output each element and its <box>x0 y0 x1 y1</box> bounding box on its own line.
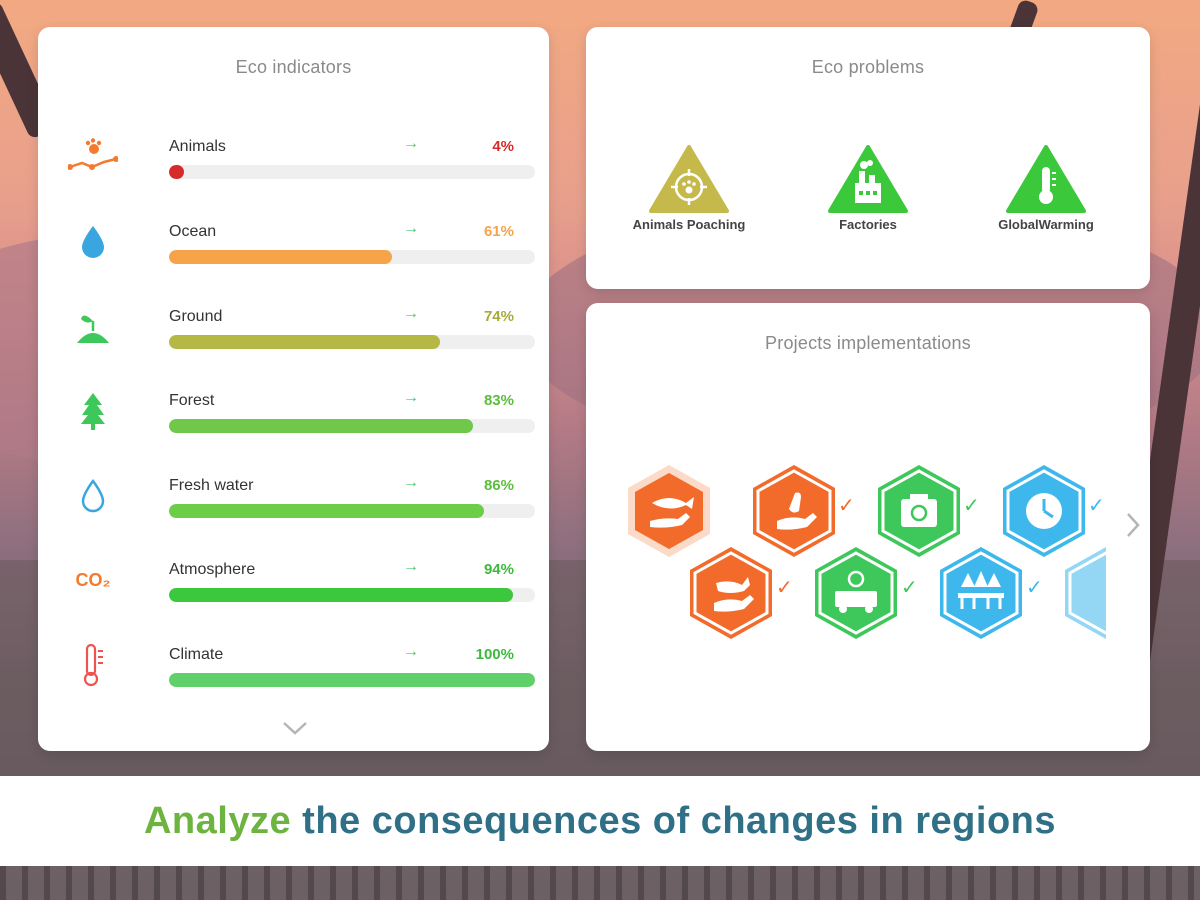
problem-label: Factories <box>839 217 897 232</box>
chevron-right-icon[interactable] <box>1124 511 1142 544</box>
indicator-label: Ground <box>169 308 223 325</box>
indicator-value: 61% <box>483 223 514 240</box>
indicator-bar-fill <box>169 335 440 349</box>
problem-label: Animals Poaching <box>632 217 746 232</box>
project-recycle-box[interactable] <box>874 463 964 564</box>
project-stag-hand[interactable] <box>686 545 776 646</box>
indicator-row-animals[interactable]: Animals → 4% <box>68 135 538 195</box>
indicator-value: 94% <box>483 561 514 578</box>
indicator-label: Ocean <box>169 223 217 240</box>
indicator-label: Climate <box>169 646 224 663</box>
indicator-label: Fresh water <box>169 477 254 494</box>
indicator-row-fresh-water[interactable]: Fresh water → 86% <box>68 474 538 534</box>
sprout-icon <box>68 305 118 349</box>
completed-check-icon: ✓ <box>1026 577 1043 599</box>
project-clock-globe[interactable] <box>999 463 1089 564</box>
indicator-row-atmosphere[interactable]: CO₂ Atmosphere → 94% <box>68 558 538 618</box>
projects-implementations-panel: Projects implementations ✓ <box>586 303 1150 751</box>
indicator-row-forest[interactable]: Forest → 83% <box>68 389 538 449</box>
completed-check-icon: ✓ <box>901 577 918 599</box>
project-recycle-truck[interactable] <box>811 545 901 646</box>
water-drop-icon <box>68 220 118 264</box>
indicator-row-ground[interactable]: Ground → 74% <box>68 305 538 365</box>
chevron-down-icon[interactable] <box>281 719 309 742</box>
poaching-target-icon <box>649 145 729 213</box>
project-hex-grid: ✓ ✓ ✓ <box>616 453 1106 653</box>
indicator-bar-track <box>169 165 535 179</box>
indicator-value: 86% <box>483 477 514 494</box>
eco-problems-panel: Eco problems Animals Poaching Factories <box>586 27 1150 289</box>
thermometer-icon <box>68 643 118 687</box>
indicator-trend-arrow-icon: → <box>403 305 419 322</box>
indicator-bar-fill <box>169 588 514 602</box>
caption-rest: the consequences of changes in regions <box>291 799 1057 842</box>
pine-tree-icon <box>68 389 118 433</box>
indicator-bar-fill <box>169 165 184 179</box>
indicator-label: Atmosphere <box>169 561 256 578</box>
indicator-trend-arrow-icon: → <box>403 135 419 152</box>
indicator-bar-fill <box>169 504 484 518</box>
co2-text: CO₂ <box>75 569 111 590</box>
caption-accent: Analyze <box>143 799 292 842</box>
indicator-trend-arrow-icon: → <box>403 558 419 575</box>
completed-check-icon: ✓ <box>963 495 980 517</box>
indicator-bar-track <box>169 250 535 264</box>
indicator-value: 100% <box>475 646 514 663</box>
completed-check-icon: ✓ <box>776 577 793 599</box>
thermometer-icon <box>1006 145 1086 213</box>
indicator-value: 74% <box>483 308 514 325</box>
co2-icon: CO₂ <box>68 558 118 602</box>
caption-banner: Analyze the consequences of changes in r… <box>0 776 1200 866</box>
project-bird-hand[interactable] <box>749 463 839 564</box>
caption-text: Analyze the consequences of changes in r… <box>144 800 1056 843</box>
fresh-water-drop-icon <box>68 474 118 518</box>
indicator-trend-arrow-icon: → <box>403 643 419 660</box>
eco-indicators-panel: Eco indicators Animals → 4% Ocean → 61% <box>38 27 549 751</box>
indicator-bar-fill <box>169 250 393 264</box>
eco-indicators-title: Eco indicators <box>235 57 352 77</box>
indicator-trend-arrow-icon: → <box>403 474 419 491</box>
indicator-bar-track <box>169 419 535 433</box>
projects-title: Projects implementations <box>765 333 971 353</box>
indicator-bar-track <box>169 588 535 602</box>
project-fish-hand[interactable] <box>624 463 714 564</box>
indicator-bar-track <box>169 504 535 518</box>
eco-problems-title: Eco problems <box>811 57 925 77</box>
problem-factories[interactable]: Factories <box>793 145 943 232</box>
indicator-row-climate[interactable]: Climate → 100% <box>68 643 538 703</box>
indicator-label: Animals <box>169 138 226 155</box>
indicator-value: 83% <box>483 392 514 409</box>
completed-check-icon: ✓ <box>838 495 855 517</box>
background-fence <box>0 860 1200 900</box>
problem-label: GlobalWarming <box>998 217 1094 232</box>
indicator-bar-track <box>169 673 535 687</box>
indicator-bar-track <box>169 335 535 349</box>
project-forest-bridge[interactable] <box>936 545 1026 646</box>
completed-check-icon: ✓ <box>1088 495 1105 517</box>
problem-global-warming[interactable]: GlobalWarming <box>971 145 1121 232</box>
indicator-bar-fill <box>169 673 535 687</box>
paw-trail-icon <box>68 135 118 179</box>
project-partial[interactable] <box>1061 545 1106 646</box>
factory-icon <box>828 145 908 213</box>
indicator-trend-arrow-icon: → <box>403 220 419 237</box>
indicator-label: Forest <box>169 392 215 409</box>
indicator-row-ocean[interactable]: Ocean → 61% <box>68 220 538 280</box>
indicator-bar-fill <box>169 419 473 433</box>
indicator-value: 4% <box>492 138 514 155</box>
indicator-trend-arrow-icon: → <box>403 389 419 406</box>
problem-animals-poaching[interactable]: Animals Poaching <box>614 145 764 232</box>
